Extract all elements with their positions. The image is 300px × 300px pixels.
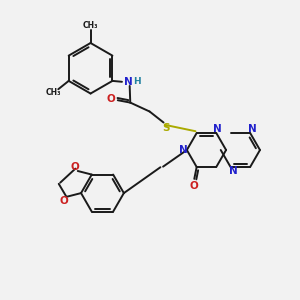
Text: S: S (162, 123, 170, 133)
Text: N: N (124, 77, 133, 87)
Text: N: N (248, 124, 257, 134)
Text: O: O (189, 181, 198, 191)
Text: O: O (70, 162, 79, 172)
Text: CH₃: CH₃ (83, 21, 98, 30)
Text: O: O (106, 94, 115, 104)
Text: H: H (133, 77, 141, 86)
Text: N: N (229, 166, 237, 176)
Text: CH₃: CH₃ (46, 88, 62, 97)
Text: N: N (179, 145, 188, 155)
Text: N: N (213, 124, 222, 134)
Text: O: O (60, 196, 68, 206)
